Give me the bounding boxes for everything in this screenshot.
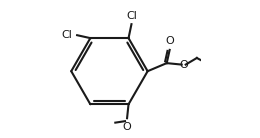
- Text: O: O: [165, 36, 174, 46]
- Text: O: O: [179, 60, 188, 70]
- Text: O: O: [123, 122, 132, 132]
- Text: Cl: Cl: [62, 30, 73, 40]
- Text: Cl: Cl: [126, 10, 137, 21]
